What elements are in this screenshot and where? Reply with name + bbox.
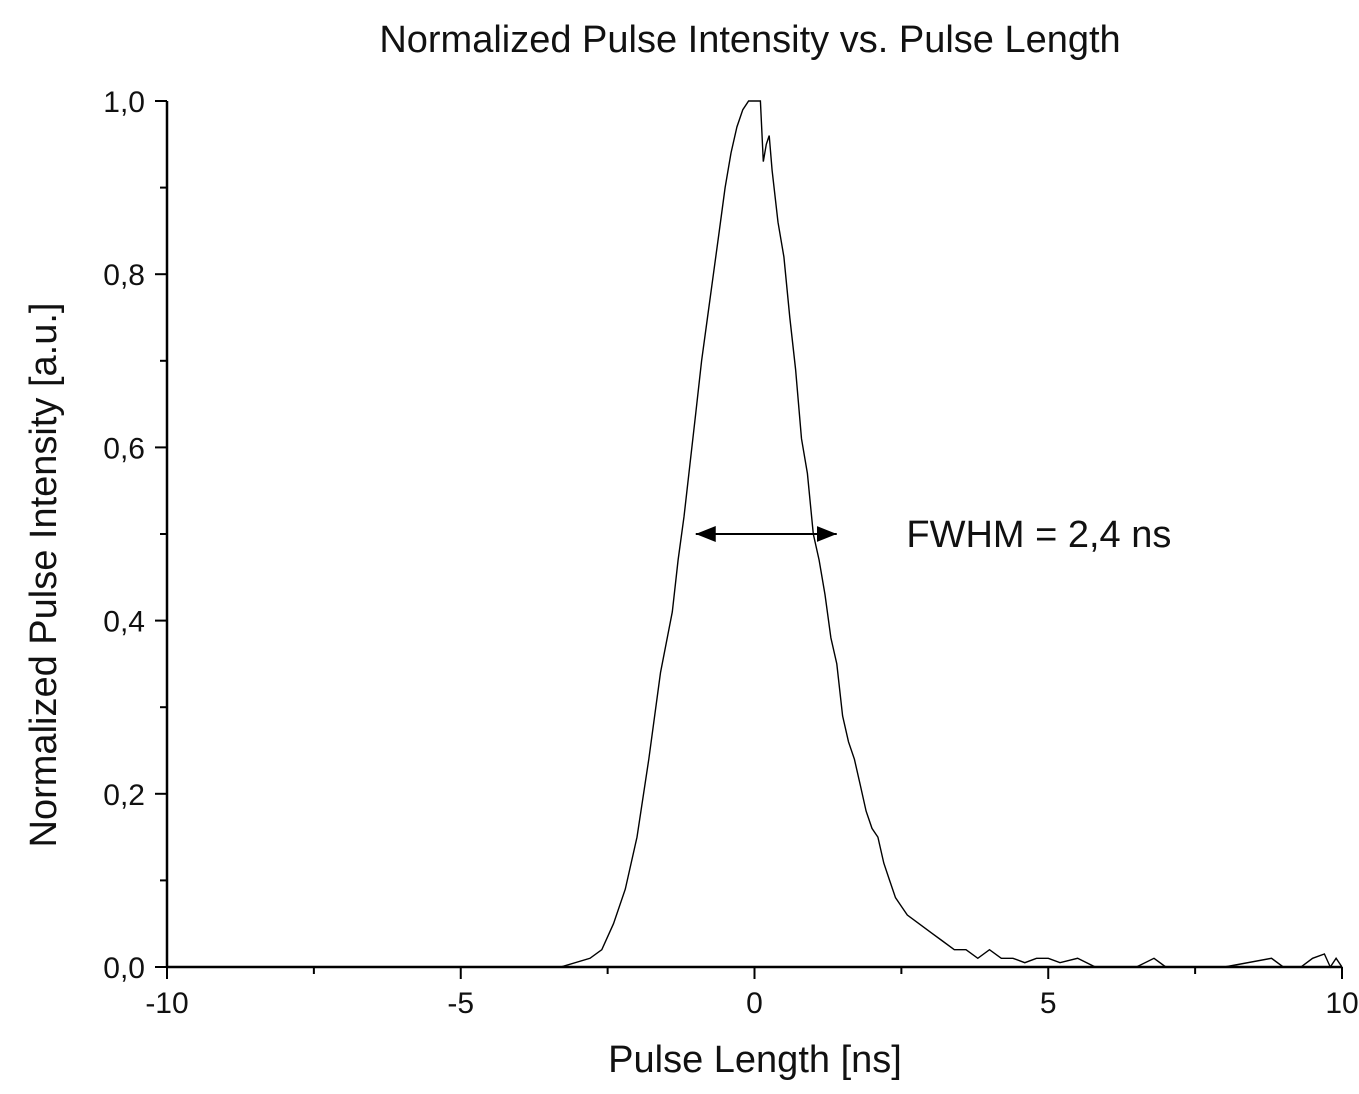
y-tick-label: 0,6 <box>103 432 145 465</box>
x-tick-label: -10 <box>145 987 188 1020</box>
x-tick-label: 0 <box>746 987 763 1020</box>
y-tick-label: 0,2 <box>103 779 145 812</box>
ticks: -10 -5 0 5 10 0,0 0,2 0,4 0,6 0,8 1,0 <box>103 86 1358 1020</box>
y-tick-label: 1,0 <box>103 86 145 119</box>
x-tick-label: -5 <box>447 987 474 1020</box>
series-layer <box>167 100 1343 969</box>
pulse-series-line <box>167 100 1343 969</box>
y-axis-label: Normalized Pulse Intensity [a.u.] <box>23 303 65 848</box>
x-tick-label: 5 <box>1040 987 1057 1020</box>
annotation-layer: FWHM = 2,4 ns <box>695 514 1171 556</box>
fwhm-label: FWHM = 2,4 ns <box>906 514 1171 556</box>
y-tick-label: 0,4 <box>103 606 145 639</box>
x-tick-label: 10 <box>1325 987 1358 1020</box>
y-tick-label: 0,8 <box>103 259 145 292</box>
x-axis-label: Pulse Length [ns] <box>608 1039 902 1081</box>
y-tick-label: 0,0 <box>103 952 145 985</box>
chart-title: Normalized Pulse Intensity vs. Pulse Len… <box>379 19 1120 61</box>
